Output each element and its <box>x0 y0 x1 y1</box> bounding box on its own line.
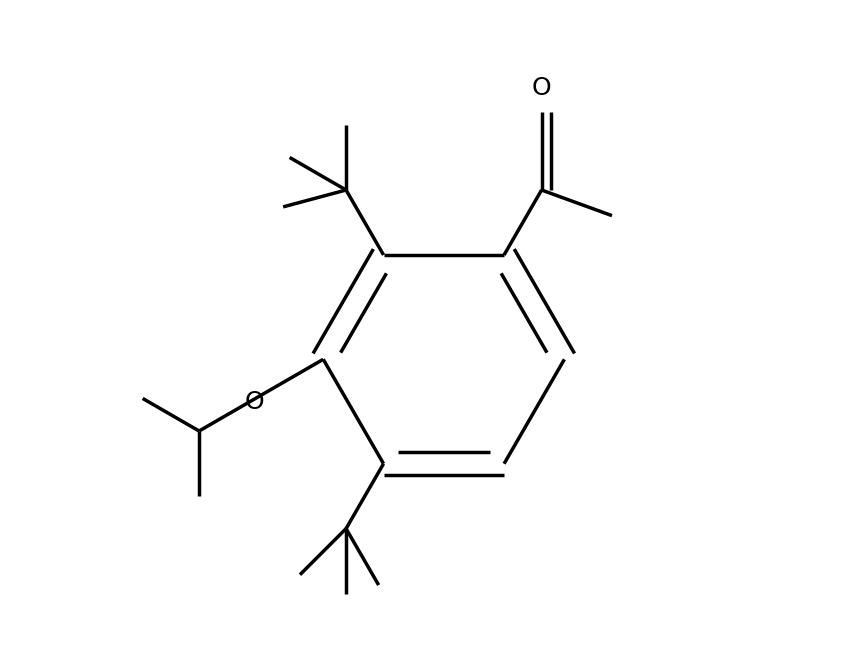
Text: O: O <box>245 389 264 414</box>
Text: O: O <box>532 76 552 100</box>
